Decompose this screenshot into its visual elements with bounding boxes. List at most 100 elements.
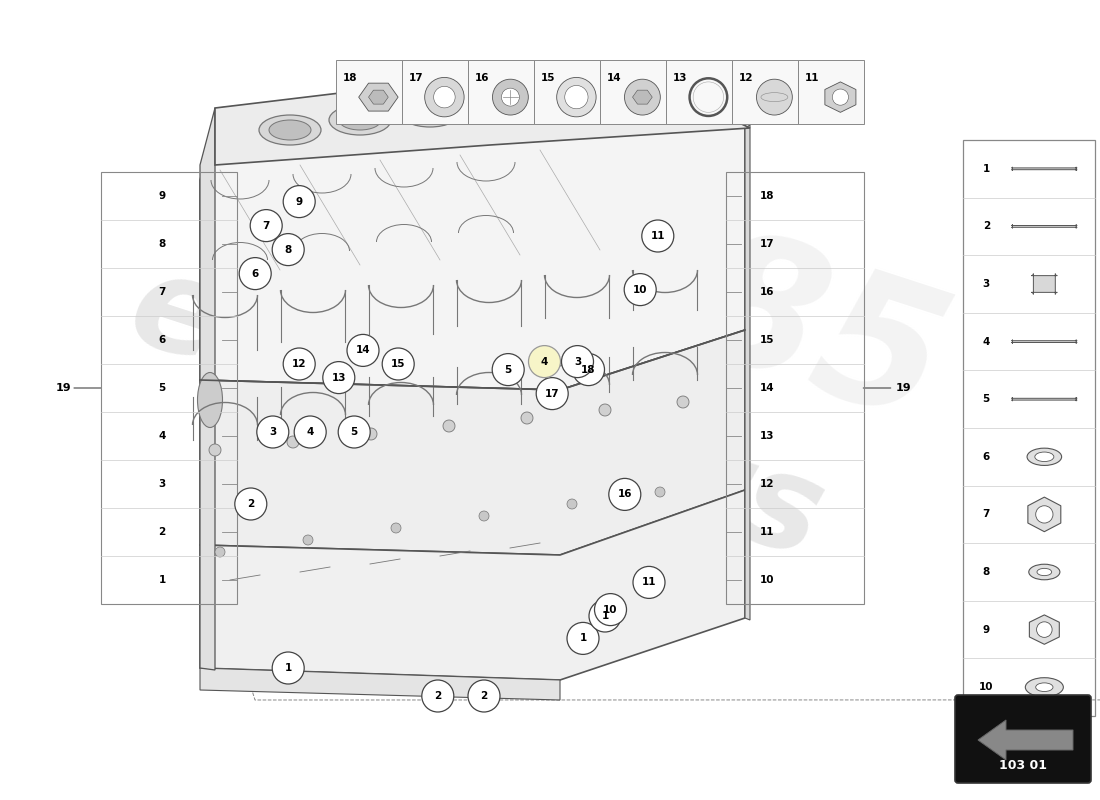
Text: 18: 18	[581, 365, 596, 374]
Circle shape	[588, 600, 621, 632]
Ellipse shape	[539, 85, 601, 115]
Ellipse shape	[339, 110, 381, 130]
FancyBboxPatch shape	[1012, 398, 1077, 401]
Text: 6: 6	[982, 452, 990, 462]
Circle shape	[492, 354, 525, 386]
Circle shape	[272, 234, 305, 266]
Text: 5: 5	[351, 427, 358, 437]
Circle shape	[502, 88, 519, 106]
Circle shape	[625, 79, 660, 115]
Polygon shape	[200, 330, 745, 555]
Circle shape	[239, 258, 272, 290]
Circle shape	[557, 78, 596, 117]
Text: 9: 9	[158, 191, 166, 201]
Text: 7: 7	[158, 287, 166, 297]
Circle shape	[561, 346, 594, 378]
Circle shape	[632, 566, 666, 598]
Text: 11: 11	[641, 578, 657, 587]
FancyBboxPatch shape	[732, 60, 798, 124]
Polygon shape	[200, 78, 745, 390]
Text: 15: 15	[541, 73, 556, 83]
Text: 7: 7	[982, 510, 990, 519]
FancyBboxPatch shape	[666, 60, 732, 124]
Text: 3: 3	[270, 427, 276, 437]
Text: 1: 1	[285, 663, 292, 673]
Text: 1: 1	[982, 164, 990, 174]
Ellipse shape	[399, 97, 461, 127]
Circle shape	[421, 680, 454, 712]
Ellipse shape	[1025, 678, 1064, 697]
Text: 9: 9	[982, 625, 990, 634]
Text: 8: 8	[285, 245, 292, 254]
Text: 3: 3	[574, 357, 581, 366]
Circle shape	[365, 428, 377, 440]
Text: 12: 12	[739, 73, 754, 83]
Text: 15: 15	[760, 335, 774, 345]
Circle shape	[214, 547, 225, 557]
Ellipse shape	[1037, 568, 1052, 576]
Text: 17: 17	[409, 73, 424, 83]
Circle shape	[338, 416, 371, 448]
Circle shape	[833, 89, 848, 105]
Ellipse shape	[409, 102, 451, 122]
Circle shape	[468, 680, 500, 712]
Text: arparts: arparts	[282, 295, 838, 585]
Ellipse shape	[258, 115, 321, 145]
Text: 5: 5	[982, 394, 990, 404]
Text: 10: 10	[979, 682, 993, 692]
Text: 19: 19	[895, 383, 911, 393]
Text: 11: 11	[805, 73, 820, 83]
FancyBboxPatch shape	[336, 60, 402, 124]
Text: 14: 14	[607, 73, 621, 83]
Text: 16: 16	[760, 287, 774, 297]
Text: 15: 15	[390, 359, 406, 369]
Ellipse shape	[478, 95, 521, 115]
Text: 5: 5	[505, 365, 512, 374]
Text: 2: 2	[982, 222, 990, 231]
Text: 16: 16	[617, 490, 632, 499]
Circle shape	[302, 535, 313, 545]
Circle shape	[1036, 506, 1053, 523]
Circle shape	[521, 412, 534, 424]
FancyBboxPatch shape	[468, 60, 534, 124]
Circle shape	[283, 186, 316, 218]
Text: 13: 13	[331, 373, 346, 382]
FancyBboxPatch shape	[1032, 274, 1057, 294]
Polygon shape	[745, 125, 750, 620]
Circle shape	[608, 478, 641, 510]
Text: europ: europ	[114, 242, 565, 498]
Text: 17: 17	[544, 389, 560, 398]
Text: 4: 4	[158, 431, 166, 441]
Text: 5: 5	[158, 383, 166, 393]
Text: 1: 1	[580, 634, 586, 643]
Text: 13: 13	[673, 73, 688, 83]
Circle shape	[382, 348, 415, 380]
Ellipse shape	[1035, 452, 1054, 462]
Polygon shape	[1027, 497, 1060, 532]
Text: 7: 7	[263, 221, 270, 230]
Text: 4: 4	[541, 357, 548, 366]
Circle shape	[390, 523, 402, 533]
Text: 8: 8	[982, 567, 990, 577]
Text: 2: 2	[481, 691, 487, 701]
Circle shape	[346, 334, 380, 366]
Circle shape	[287, 436, 299, 448]
Text: 12: 12	[760, 479, 774, 489]
FancyBboxPatch shape	[402, 60, 468, 124]
Text: 2: 2	[248, 499, 254, 509]
Text: 6: 6	[252, 269, 258, 278]
Text: 3: 3	[982, 279, 990, 289]
Circle shape	[528, 346, 561, 378]
Circle shape	[425, 78, 464, 117]
Ellipse shape	[1036, 683, 1053, 691]
Text: 19: 19	[55, 383, 72, 393]
Text: 1985: 1985	[433, 138, 966, 462]
Text: 13: 13	[760, 431, 774, 441]
Text: 9: 9	[296, 197, 303, 206]
Text: a passion for parts since 1985: a passion for parts since 1985	[275, 545, 565, 635]
Polygon shape	[632, 90, 652, 104]
Circle shape	[250, 210, 283, 242]
Text: 18: 18	[760, 191, 774, 201]
Circle shape	[493, 79, 528, 115]
Text: 4: 4	[307, 427, 314, 437]
